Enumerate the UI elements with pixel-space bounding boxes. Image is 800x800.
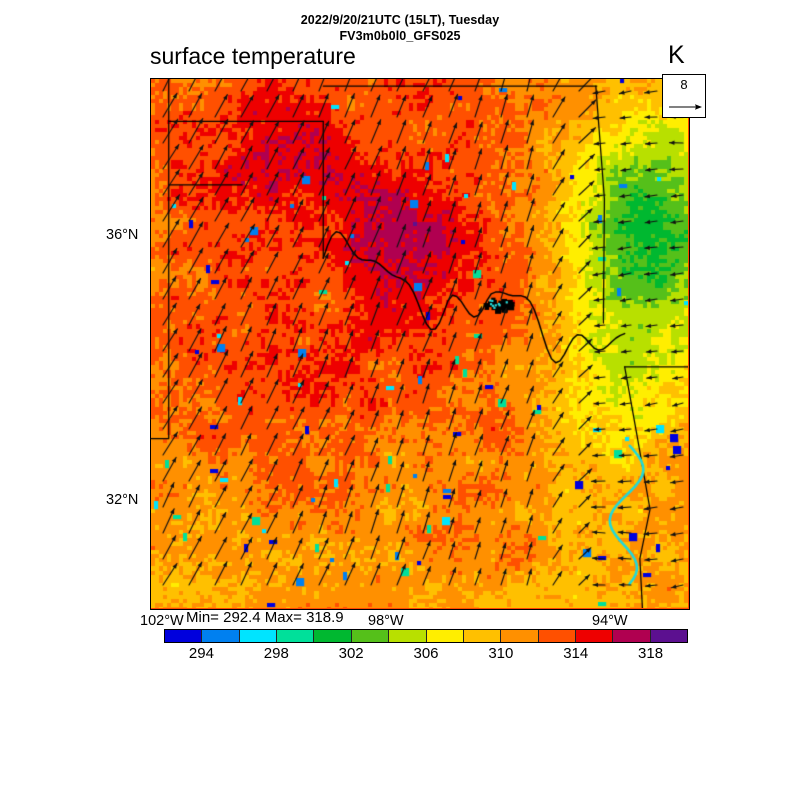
colorbar-tick-label: 314 [563, 645, 589, 662]
colorbar-tick-label: 310 [488, 645, 514, 662]
colorbar-segment [277, 630, 315, 642]
wind-vector-key-value: 8 [680, 77, 688, 92]
colorbar-segment [463, 630, 502, 642]
axis-label-lat-32n: 32°N [106, 492, 139, 508]
axis-label-lon-98w: 98°W [368, 613, 404, 629]
map-plot-area[interactable] [150, 78, 690, 610]
colorbar-segment [202, 630, 240, 642]
colorbar-tick-label: 318 [638, 645, 664, 662]
colorbar-tick-label: 298 [263, 645, 289, 662]
wind-vector-key-arrow-icon [669, 104, 702, 110]
colorbar-tick-label: 306 [413, 645, 439, 662]
colorbar-segment [389, 630, 427, 642]
colorbar-segment [314, 630, 352, 642]
colorbar-tick-label: 294 [188, 645, 214, 662]
page-title: surface temperature [150, 43, 356, 69]
wind-vector-overlay [151, 79, 688, 608]
colorbar-segment [165, 630, 203, 642]
header-model-id: FV3m0b0l0_GFS025 [339, 29, 461, 43]
minmax-readout: Min= 292.4 Max= 318.9 [186, 609, 344, 626]
colorbar-segment [239, 630, 278, 642]
header-datetime: 2022/9/20/21UTC (15LT), Tuesday [300, 13, 500, 27]
colorbar-ticks: 294 298 302 306 310 314 318 [164, 645, 688, 665]
axis-label-lon-94w: 94°W [592, 613, 628, 629]
unit-label: K [668, 41, 685, 69]
colorbar-segment [351, 630, 390, 642]
colorbar-segment [538, 630, 576, 642]
colorbar-segment [575, 630, 614, 642]
axis-label-lat-36n: 36°N [106, 227, 139, 243]
colorbar-segment [650, 630, 688, 642]
colorbar-segment [613, 630, 651, 642]
colorbar-segment [501, 630, 539, 642]
axis-label-lon-102w: 102°W [140, 613, 184, 629]
colorbar[interactable] [164, 629, 688, 643]
colorbar-segment [426, 630, 464, 642]
colorbar-tick-label: 302 [338, 645, 364, 662]
wind-vector-key: 8 [662, 74, 706, 118]
